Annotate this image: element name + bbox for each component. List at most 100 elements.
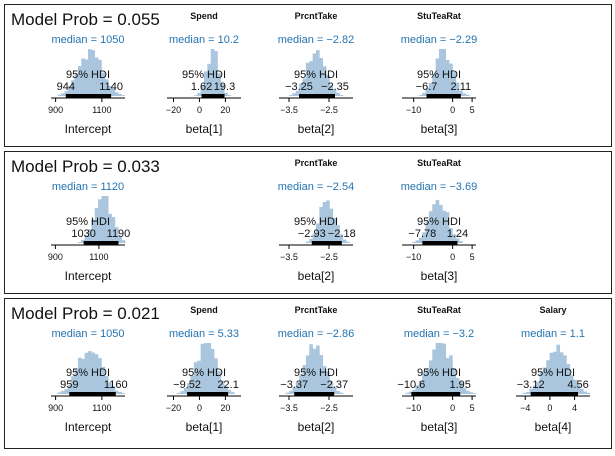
parameter-label: Intercept [65,122,112,136]
histogram-bar [84,352,89,394]
histogram-bar [442,210,447,243]
model-prob-title: Model Prob = 0.033 [11,157,160,176]
column-title: Spend [190,11,218,21]
histogram-bar [422,92,426,96]
histogram-bar [94,354,99,394]
hdi-label: 95% HDI [294,69,338,81]
histogram-bar [405,392,410,394]
median-label: median = −2.29 [401,34,477,46]
histogram-bar [204,343,208,394]
histogram-bar [111,386,116,394]
histogram-bar [118,391,122,394]
histogram-bar [224,386,228,394]
histogram-bar [322,201,327,243]
histogram-bar [455,378,460,394]
histogram-bar [579,388,584,394]
histogram-bar [305,355,310,394]
histogram-bar [455,238,460,243]
histogram-bar [462,93,467,96]
column-title: PrcntTake [295,305,338,315]
histogram-bar [114,390,119,394]
model-panel: Model Prob = 0.033 median = 1120 95% HDI 10… [4,151,612,294]
histogram-beta4: Salary median = 1.1 95% HDI−3.12 4.56 −4 0 4be… [516,305,591,434]
histogram-bar [193,95,198,96]
x-tick-label: −3.5 [280,403,298,413]
histogram-bar [428,82,433,96]
x-tick-label: 0 [547,403,552,413]
histogram-bar [312,348,317,394]
histogram-bar [81,239,85,243]
x-tick-label: −3.5 [280,252,298,262]
column-title: StuTeaRat [417,158,461,168]
histogram-bar [326,371,330,394]
histogram-bar [217,371,222,394]
histogram-bar [326,200,330,243]
histogram-bar [556,344,561,394]
histogram-bar [465,390,470,394]
histogram-bar [200,85,205,96]
histogram-bar [187,383,191,394]
hdi-label: 95% HDI [531,367,575,379]
hdi-low-label: 944 [57,81,75,93]
histogram-bar [289,94,293,96]
histogram-bar [94,57,99,96]
hdi-low-label: −3.37 [280,379,308,391]
histogram-bar [299,83,303,96]
histogram-bar [81,58,85,96]
histogram-bar [180,391,185,394]
histogram-bar [118,94,122,96]
x-tick-label: 1100 [92,105,111,115]
histogram-bar [546,360,550,394]
x-tick-label: −20 [166,403,181,413]
histogram-bar [432,349,436,394]
x-tick-label: 5 [470,403,475,413]
median-label: median = −2.54 [278,181,354,193]
histogram-bar [77,66,82,96]
parameter-label: beta[2] [298,269,335,283]
histogram-bar [121,95,126,96]
histogram-bar [177,392,181,394]
histogram-bar [64,389,69,394]
histogram-bar [559,352,564,394]
histogram-bar [459,90,463,96]
histogram-bar [91,50,96,96]
histogram-bar [553,351,557,394]
histogram-bar [428,360,433,394]
hdi-label: 95% HDI [294,367,338,379]
histogram-bar [190,375,195,394]
histogram-bar [316,50,320,96]
column-title: StuTeaRat [417,305,461,315]
hdi-high-label: 1.24 [447,228,468,240]
hdi-label: 95% HDI [182,69,226,81]
histogram-bar [285,392,290,394]
histogram-bar [339,392,344,394]
histogram-bar [469,392,473,394]
hdi-low-label: −3.25 [285,81,313,93]
histogram-bar [200,343,205,394]
histogram-bar [425,368,430,394]
histogram-bar [88,351,92,394]
histogram-bar [61,390,65,394]
x-tick-label: −2.5 [320,105,338,115]
histogram-bar [412,241,416,243]
x-tick-label: 0 [450,252,455,262]
median-label: median = −2.82 [278,34,354,46]
median-label: median = 10.2 [169,34,239,46]
histogram-bar [91,219,96,243]
histogram-bar [418,237,423,243]
parameter-label: beta[1] [186,122,223,136]
parameter-label: beta[3] [421,420,458,434]
histogram-bar [459,381,463,394]
histogram-bar [566,364,571,394]
histogram-bar [71,80,75,96]
hdi-label: 95% HDI [182,367,226,379]
parameter-label: beta[4] [535,420,572,434]
hdi-high-label: 1140 [99,81,123,93]
hdi-high-label: 2.11 [451,81,472,93]
histogram-bar [326,74,330,96]
median-label: median = −3.2 [404,328,474,340]
x-tick-label: 900 [48,105,63,115]
histogram-bar [118,236,122,243]
hdi-label: 95% HDI [66,216,110,228]
